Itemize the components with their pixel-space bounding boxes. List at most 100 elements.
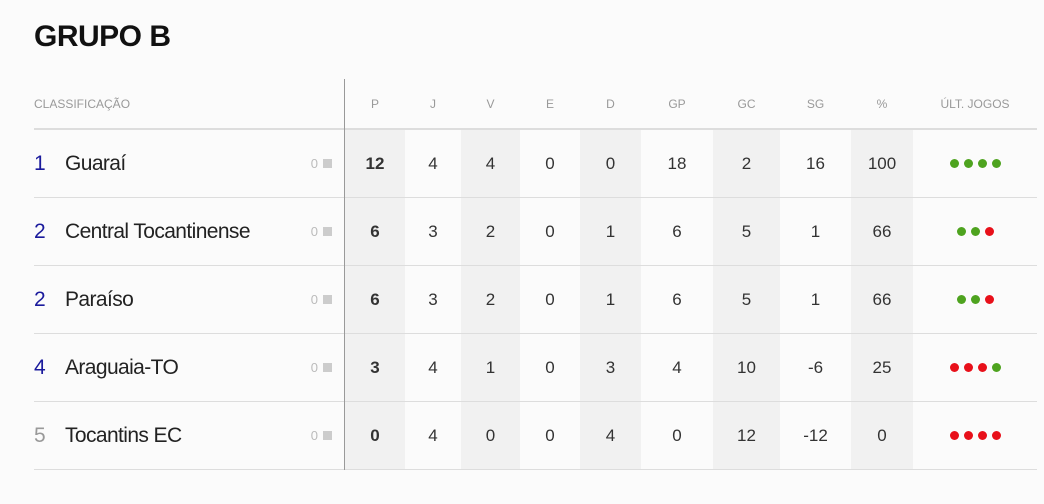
header-j[interactable]: J — [430, 96, 436, 111]
header-e[interactable]: E — [545, 96, 554, 111]
stat-e: 0 — [545, 425, 555, 445]
header-sg[interactable]: SG — [806, 96, 825, 111]
stat-p: 6 — [345, 266, 405, 333]
position-variation: 0 — [311, 428, 332, 443]
stats-row: 3 4 1 0 3 4 10 -6 25 — [345, 334, 1037, 402]
stat-pct: 25 — [851, 334, 913, 401]
stats-row: 12 4 4 0 0 18 2 16 100 — [345, 130, 1037, 198]
position-variation: 0 — [311, 156, 332, 171]
win-dot-icon — [977, 159, 987, 168]
stat-j: 4 — [428, 153, 438, 173]
win-dot-icon — [956, 227, 966, 236]
win-dot-icon — [991, 159, 1001, 168]
no-change-icon — [323, 227, 332, 236]
stat-p: 3 — [345, 334, 405, 401]
stat-p: 12 — [345, 130, 405, 197]
loss-dot-icon — [963, 363, 973, 372]
header-gp[interactable]: GP — [668, 96, 686, 111]
win-dot-icon — [970, 227, 980, 236]
stat-d: 4 — [580, 402, 641, 469]
stat-pct: 66 — [851, 198, 913, 265]
last-games — [913, 198, 1037, 265]
stats-row: 0 4 0 0 4 0 12 -12 0 — [345, 402, 1037, 470]
team-name[interactable]: Paraíso — [65, 287, 134, 311]
stat-pct: 100 — [851, 130, 913, 197]
loss-dot-icon — [984, 227, 994, 236]
variation-value: 0 — [310, 428, 318, 443]
header-p[interactable]: P — [370, 96, 379, 111]
loss-dot-icon — [949, 363, 959, 372]
stat-v: 2 — [461, 198, 520, 265]
stats-row: 6 3 2 0 1 6 5 1 66 — [345, 198, 1037, 266]
header-v[interactable]: V — [486, 96, 495, 111]
stat-gp: 6 — [672, 221, 682, 241]
team-rank: 5 — [34, 423, 46, 447]
stat-p: 6 — [345, 198, 405, 265]
stat-j: 4 — [428, 425, 438, 445]
stat-d: 0 — [580, 130, 641, 197]
stat-v: 0 — [461, 402, 520, 469]
win-dot-icon — [949, 159, 959, 168]
team-name[interactable]: Central Tocantinense — [65, 219, 251, 243]
last-games — [913, 266, 1037, 333]
position-variation: 0 — [311, 224, 332, 239]
stat-v: 1 — [461, 334, 520, 401]
stat-sg: -6 — [807, 357, 824, 377]
stat-gp: 6 — [672, 289, 682, 309]
team-rank: 2 — [34, 287, 46, 311]
team-name[interactable]: Guaraí — [65, 151, 126, 175]
stat-gc: 5 — [713, 198, 780, 265]
last-games — [913, 334, 1037, 401]
header-pct[interactable]: % — [876, 96, 888, 111]
team-row[interactable]: 2 Paraíso 0 — [34, 266, 344, 334]
win-dot-icon — [963, 159, 973, 168]
position-variation: 0 — [311, 292, 332, 307]
win-dot-icon — [991, 363, 1001, 372]
header-d[interactable]: D — [606, 96, 615, 111]
team-name[interactable]: Tocantins EC — [65, 423, 182, 447]
stat-gp: 4 — [672, 357, 682, 377]
stat-sg: 1 — [810, 221, 821, 241]
header-row: CLASSIFICAÇÃO — [34, 79, 344, 130]
no-change-icon — [323, 295, 332, 304]
loss-dot-icon — [984, 295, 994, 304]
stats-row: 6 3 2 0 1 6 5 1 66 — [345, 266, 1037, 334]
stat-j: 4 — [428, 357, 438, 377]
loss-dot-icon — [949, 431, 959, 440]
stat-sg: -12 — [803, 425, 828, 445]
last-games — [913, 130, 1037, 197]
no-change-icon — [323, 363, 332, 372]
team-name[interactable]: Araguaia-TO — [65, 355, 179, 379]
win-dot-icon — [970, 295, 980, 304]
team-row[interactable]: 4 Araguaia-TO 0 — [34, 334, 344, 402]
win-dot-icon — [956, 295, 966, 304]
team-row[interactable]: 2 Central Tocantinense 0 — [34, 198, 344, 266]
header-last[interactable]: ÚLT. JOGOS — [940, 96, 1010, 111]
variation-value: 0 — [310, 292, 318, 307]
team-row[interactable]: 5 Tocantins EC 0 — [34, 402, 344, 470]
stat-d: 1 — [580, 198, 641, 265]
stat-gp: 18 — [667, 153, 687, 173]
stat-e: 0 — [545, 289, 555, 309]
position-variation: 0 — [311, 360, 332, 375]
loss-dot-icon — [977, 431, 987, 440]
stat-d: 1 — [580, 266, 641, 333]
last-games — [913, 402, 1037, 469]
loss-dot-icon — [963, 431, 973, 440]
stat-gc: 10 — [713, 334, 780, 401]
stat-p: 0 — [345, 402, 405, 469]
stat-pct: 66 — [851, 266, 913, 333]
classification-header: CLASSIFICAÇÃO — [34, 96, 131, 111]
variation-value: 0 — [310, 156, 318, 171]
stat-gc: 2 — [713, 130, 780, 197]
stat-gc: 5 — [713, 266, 780, 333]
header-gc[interactable]: GC — [737, 96, 756, 111]
stat-j: 3 — [428, 221, 438, 241]
stat-pct: 0 — [851, 402, 913, 469]
stat-sg: 1 — [810, 289, 821, 309]
stat-e: 0 — [545, 357, 555, 377]
stat-e: 0 — [545, 153, 555, 173]
team-row[interactable]: 1 Guaraí 0 — [34, 130, 344, 198]
stat-v: 4 — [461, 130, 520, 197]
